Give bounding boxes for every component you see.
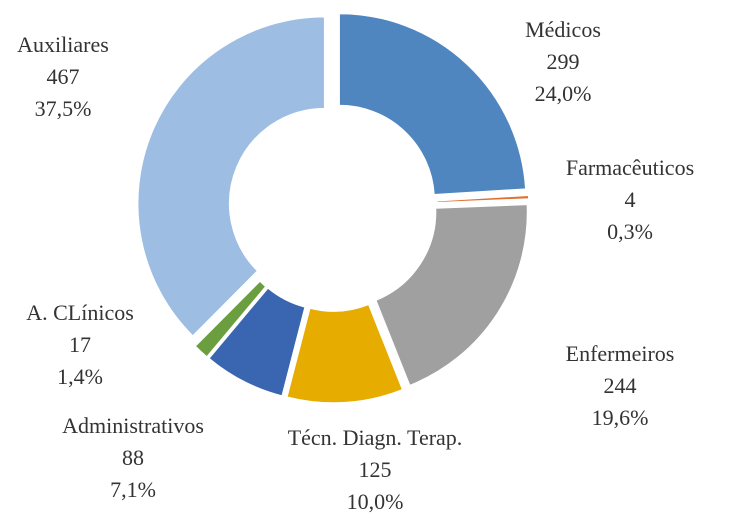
value-label: 88 bbox=[122, 445, 144, 470]
category-label: Auxiliares bbox=[17, 32, 109, 57]
percent-label: 37,5% bbox=[35, 96, 92, 121]
category-label: Médicos bbox=[525, 17, 601, 42]
value-label: 4 bbox=[625, 187, 636, 212]
value-label: 299 bbox=[547, 49, 580, 74]
percent-label: 1,4% bbox=[57, 364, 103, 389]
value-label: 467 bbox=[47, 64, 80, 89]
value-label: 244 bbox=[604, 373, 637, 398]
donut-slice bbox=[374, 203, 529, 387]
donut-slice bbox=[193, 279, 268, 359]
percent-label: 10,0% bbox=[347, 489, 404, 514]
donut-slice bbox=[207, 286, 307, 397]
donut-slice bbox=[338, 12, 527, 196]
percent-label: 24,0% bbox=[535, 81, 592, 106]
value-label: 125 bbox=[359, 457, 392, 482]
value-label: 17 bbox=[69, 332, 91, 357]
category-label: Enfermeiros bbox=[566, 341, 675, 366]
percent-label: 0,3% bbox=[607, 219, 653, 244]
donut-slice bbox=[436, 194, 530, 204]
category-label: Administrativos bbox=[62, 413, 204, 438]
donut-slice bbox=[136, 15, 326, 338]
category-label: Técn. Diagn. Terap. bbox=[288, 425, 463, 450]
category-label: A. CLínicos bbox=[26, 300, 134, 325]
category-label: Farmacêuticos bbox=[566, 155, 694, 180]
donut-slice bbox=[285, 303, 404, 404]
percent-label: 7,1% bbox=[110, 477, 156, 502]
percent-label: 19,6% bbox=[592, 405, 649, 430]
